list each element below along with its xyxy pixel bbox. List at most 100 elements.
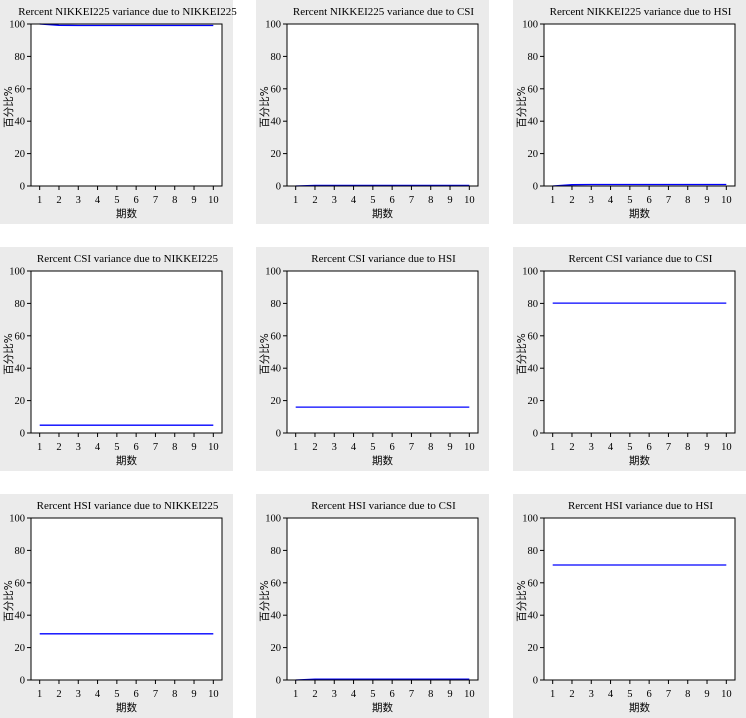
x-tick-label: 2 xyxy=(569,442,574,453)
plot-area xyxy=(287,24,478,186)
chart-svg: Rercent NIKKEI225 variance due to HSI 0 20… xyxy=(515,6,736,220)
chart-panel-7: Rercent HSI variance due to NIKKEI225 0 20… xyxy=(0,494,233,718)
y-tick-label: 0 xyxy=(533,429,538,440)
y-tick-label: 0 xyxy=(276,182,281,193)
x-tick-label: 1 xyxy=(37,689,42,700)
x-tick-label: 9 xyxy=(191,689,196,700)
x-tick-label: 9 xyxy=(447,442,452,453)
x-tick-label: 5 xyxy=(370,442,375,453)
y-tick-label: 40 xyxy=(15,364,26,375)
x-tick-label: 6 xyxy=(134,195,139,206)
chart-svg: Rercent CSI variance due to NIKKEI225 0 20… xyxy=(2,253,223,467)
x-tick-label: 10 xyxy=(464,689,475,700)
x-tick-label: 1 xyxy=(550,442,555,453)
x-tick-label: 8 xyxy=(685,195,690,206)
x-axis-label: 期数 xyxy=(629,701,650,714)
x-tick-label: 9 xyxy=(191,195,196,206)
plot-area xyxy=(31,518,222,680)
chart-title: Rercent HSI variance due to CSI xyxy=(311,500,456,512)
y-tick-label: 20 xyxy=(15,149,26,160)
y-tick-label: 80 xyxy=(271,546,282,557)
chart-panel-6: Rercent CSI variance due to CSI 0 20 40 60 80… xyxy=(513,247,746,471)
x-tick-label: 2 xyxy=(56,195,61,206)
x-axis-label: 期数 xyxy=(372,701,393,714)
chart-title: Rercent HSI variance due to NIKKEI225 xyxy=(37,500,219,512)
chart-panel-5: Rercent CSI variance due to HSI 0 20 40 60 80… xyxy=(256,247,489,471)
x-tick-label: 2 xyxy=(56,689,61,700)
y-axis-label: 百分比% xyxy=(2,333,15,374)
x-tick-label: 6 xyxy=(390,195,395,206)
x-tick-label: 3 xyxy=(589,195,594,206)
y-tick-label: 60 xyxy=(15,84,26,95)
x-tick-label: 7 xyxy=(409,442,414,453)
x-tick-label: 5 xyxy=(370,689,375,700)
x-tick-label: 6 xyxy=(647,442,652,453)
chart-svg: Rercent HSI variance due to CSI 0 20 40 60 80… xyxy=(258,500,479,714)
y-tick-label: 20 xyxy=(271,643,282,654)
x-tick-label: 10 xyxy=(208,195,219,206)
x-tick-label: 7 xyxy=(666,689,671,700)
y-axis-label: 百分比% xyxy=(258,580,271,621)
x-axis-label: 期数 xyxy=(372,454,393,467)
x-tick-label: 4 xyxy=(608,195,614,206)
y-tick-label: 20 xyxy=(15,396,26,407)
chart-title: Rercent CSI variance due to NIKKEI225 xyxy=(37,253,219,265)
x-tick-label: 3 xyxy=(332,689,337,700)
x-tick-label: 7 xyxy=(409,195,414,206)
x-tick-label: 7 xyxy=(409,689,414,700)
chart-panel-8: Rercent HSI variance due to CSI 0 20 40 60 80… xyxy=(256,494,489,718)
x-tick-label: 4 xyxy=(95,689,101,700)
x-tick-label: 9 xyxy=(704,442,709,453)
x-tick-label: 3 xyxy=(332,195,337,206)
y-axis-label: 百分比% xyxy=(258,333,271,374)
x-tick-label: 1 xyxy=(550,195,555,206)
x-axis-label: 期数 xyxy=(116,207,137,220)
x-tick-label: 7 xyxy=(666,195,671,206)
x-tick-label: 9 xyxy=(191,442,196,453)
chart-svg: Rercent HSI variance due to NIKKEI225 0 20… xyxy=(2,500,223,714)
chart-title: Rercent CSI variance due to CSI xyxy=(569,253,713,265)
x-tick-label: 8 xyxy=(172,689,177,700)
x-tick-label: 2 xyxy=(56,442,61,453)
chart-panel-1: Rercent NIKKEI225 variance due to NIKKEI… xyxy=(0,0,237,224)
x-tick-label: 10 xyxy=(721,689,732,700)
x-tick-label: 4 xyxy=(608,442,614,453)
x-tick-label: 2 xyxy=(312,689,317,700)
x-tick-label: 6 xyxy=(647,195,652,206)
plot-frame xyxy=(30,517,223,681)
x-tick-label: 9 xyxy=(447,195,452,206)
x-tick-label: 5 xyxy=(370,195,375,206)
x-tick-label: 1 xyxy=(293,442,298,453)
y-axis-label: 百分比% xyxy=(515,333,528,374)
y-tick-label: 40 xyxy=(271,117,282,128)
y-tick-label: 60 xyxy=(15,578,26,589)
x-tick-label: 5 xyxy=(114,195,119,206)
x-tick-label: 10 xyxy=(721,442,732,453)
x-tick-label: 10 xyxy=(464,195,475,206)
y-tick-label: 20 xyxy=(528,149,539,160)
series-line xyxy=(295,678,470,681)
chart-title: Rercent NIKKEI225 variance due to NIKKEI… xyxy=(18,6,237,18)
y-axis-label: 百分比% xyxy=(515,86,528,127)
y-tick-label: 40 xyxy=(528,364,539,375)
plot-frame xyxy=(286,270,479,434)
x-tick-label: 5 xyxy=(114,689,119,700)
x-tick-label: 4 xyxy=(95,442,101,453)
x-axis-label: 期数 xyxy=(372,207,393,220)
x-tick-label: 6 xyxy=(134,442,139,453)
chart-panel-3: Rercent NIKKEI225 variance due to HSI 0 20… xyxy=(513,0,746,224)
y-axis-label: 百分比% xyxy=(515,580,528,621)
x-tick-label: 3 xyxy=(76,442,81,453)
x-tick-label: 8 xyxy=(428,689,433,700)
x-tick-label: 8 xyxy=(685,689,690,700)
plot-frame xyxy=(543,270,736,434)
y-tick-label: 20 xyxy=(271,149,282,160)
x-tick-label: 2 xyxy=(569,195,574,206)
plot-area xyxy=(287,271,478,433)
series-line xyxy=(295,184,470,187)
y-tick-label: 100 xyxy=(265,267,281,278)
x-tick-label: 5 xyxy=(627,442,632,453)
y-tick-label: 80 xyxy=(271,299,282,310)
x-tick-label: 2 xyxy=(569,689,574,700)
x-tick-label: 9 xyxy=(704,195,709,206)
